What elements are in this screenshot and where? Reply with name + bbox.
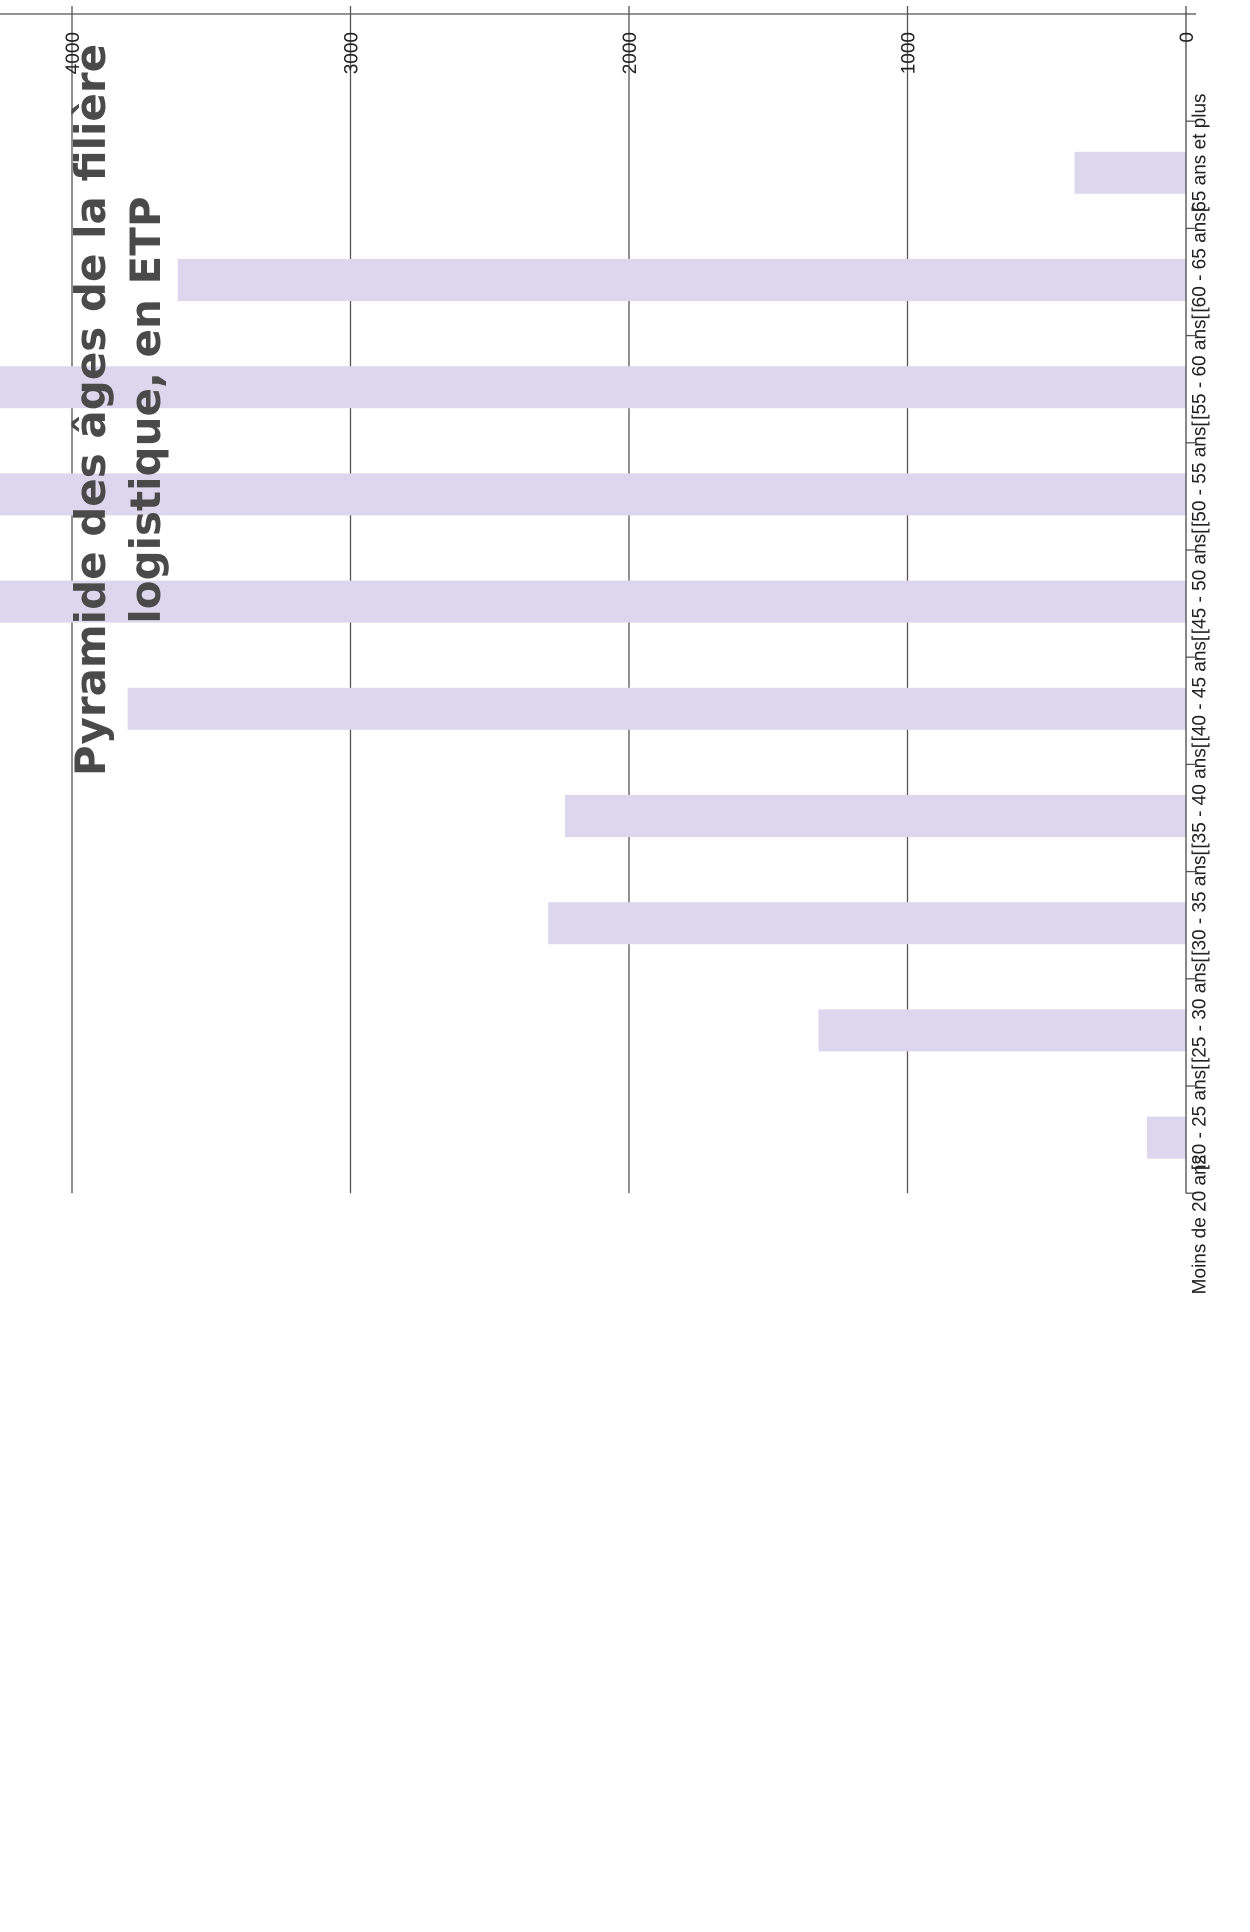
axes bbox=[0, 12, 1196, 1194]
chart-title-line: Pyramide des âges de la filière bbox=[66, 44, 115, 776]
bar bbox=[548, 902, 1186, 945]
category-label: [35 - 40 ans[ bbox=[1190, 742, 1211, 848]
bar bbox=[0, 366, 1186, 409]
category-label: [50 - 55 ans[ bbox=[1190, 421, 1211, 527]
category-label: [40 - 45 ans[ bbox=[1190, 635, 1211, 741]
bar bbox=[818, 1009, 1186, 1052]
bar bbox=[127, 687, 1187, 730]
value-tick-label: 0 bbox=[1177, 32, 1198, 43]
bar bbox=[0, 473, 1187, 516]
bar bbox=[1074, 151, 1186, 194]
category-label: [20 - 25 ans[ bbox=[1190, 1064, 1211, 1170]
value-tick-labels: 0100020003000400050006000 bbox=[63, 32, 1198, 74]
value-tick-label: 4000 bbox=[63, 32, 84, 74]
category-label: [30 - 35 ans[ bbox=[1190, 849, 1211, 955]
bars bbox=[0, 151, 1187, 1159]
category-label: [55 - 60 ans[ bbox=[1190, 313, 1211, 419]
bar bbox=[564, 795, 1186, 837]
category-label: [60 - 65 ans[ bbox=[1190, 206, 1211, 312]
category-label: 65 ans et plus bbox=[1190, 93, 1211, 211]
category-label: [45 - 50 ans[ bbox=[1190, 528, 1211, 634]
value-tick-label: 3000 bbox=[342, 32, 363, 74]
value-tick-label: 2000 bbox=[620, 32, 641, 74]
bar bbox=[177, 259, 1186, 301]
category-label: [25 - 30 ans[ bbox=[1190, 957, 1211, 1063]
bar bbox=[0, 580, 1186, 623]
category-labels: 65 ans et plus[60 - 65 ans[[55 - 60 ans[… bbox=[1190, 93, 1211, 1294]
chart-title: Pyramide des âges de la filière logistiqu… bbox=[66, 44, 170, 776]
category-label: Moins de 20 ans bbox=[1190, 1155, 1211, 1294]
value-tick-label: 1000 bbox=[899, 32, 920, 74]
bar bbox=[1147, 1116, 1186, 1159]
chart-title-line: logistique, en ETP bbox=[121, 196, 170, 623]
